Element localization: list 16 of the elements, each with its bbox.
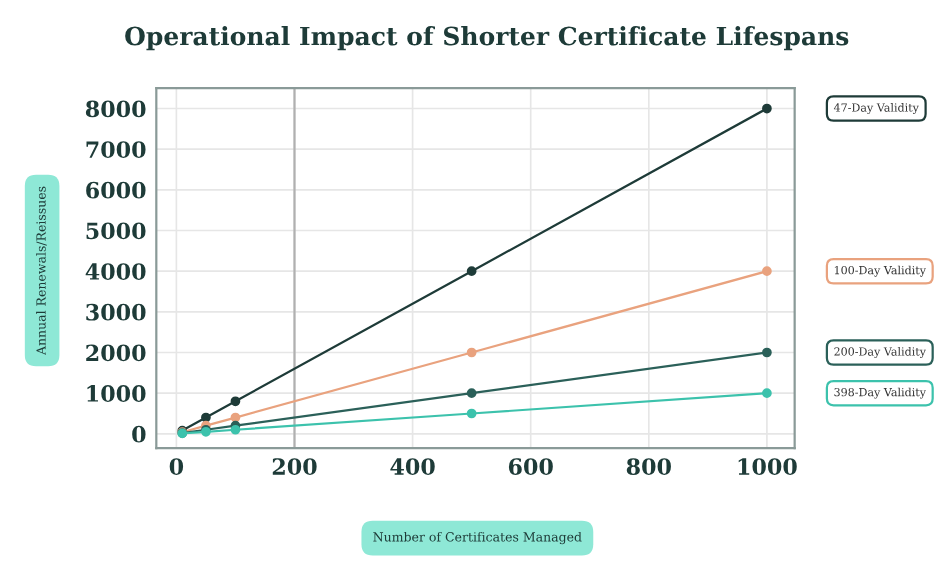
y-tick-label: 7000 (86, 141, 146, 158)
y-tick-label: 4000 (85, 263, 146, 280)
y-tick-label: 8000 (85, 100, 146, 118)
x-tick-label: 800 (626, 458, 671, 475)
chart-title: Operational Impact of Shorter Certificate Lifespans (125, 26, 849, 51)
y-tick-label: 3000 (86, 303, 146, 321)
y-tick-label: 0 (132, 425, 146, 443)
x-tick-label: 0 (169, 458, 184, 475)
y-tick-label: 6000 (86, 181, 146, 199)
y-tick-label: 5000 (86, 222, 146, 240)
x-tick-label: 400 (390, 458, 435, 475)
y-tick-label: 1000 (87, 385, 146, 402)
x-tick-label: 600 (508, 458, 553, 475)
y-tick-label: 2000 (86, 344, 146, 362)
x-tick-label: 1000 (738, 458, 797, 475)
x-tick-label: 200 (272, 458, 317, 475)
